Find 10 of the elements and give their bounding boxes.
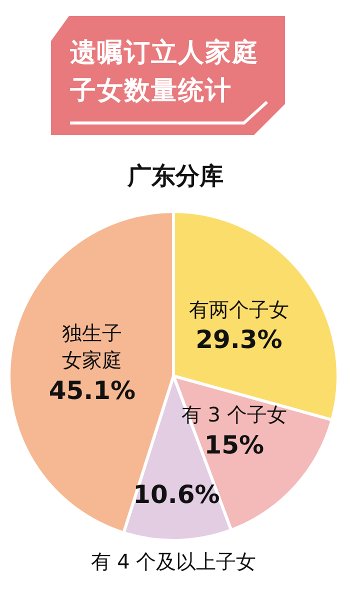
data-label: 15% xyxy=(204,430,264,460)
slice-label: 独生子女家庭 xyxy=(62,321,122,372)
slice-label: 有 3 个子女 xyxy=(181,402,287,427)
chart-subtitle: 广东分库 xyxy=(126,161,224,192)
chart-title: 遗嘱订立人家庭子女数量统计 xyxy=(70,37,260,108)
slice-label: 有 4 个及以上子女 xyxy=(90,550,256,574)
data-label: 29.3% xyxy=(196,325,282,354)
data-label: 10.6% xyxy=(133,480,220,509)
slice-label: 有两个子女 xyxy=(188,297,289,322)
data-label: 45.1% xyxy=(48,376,136,405)
